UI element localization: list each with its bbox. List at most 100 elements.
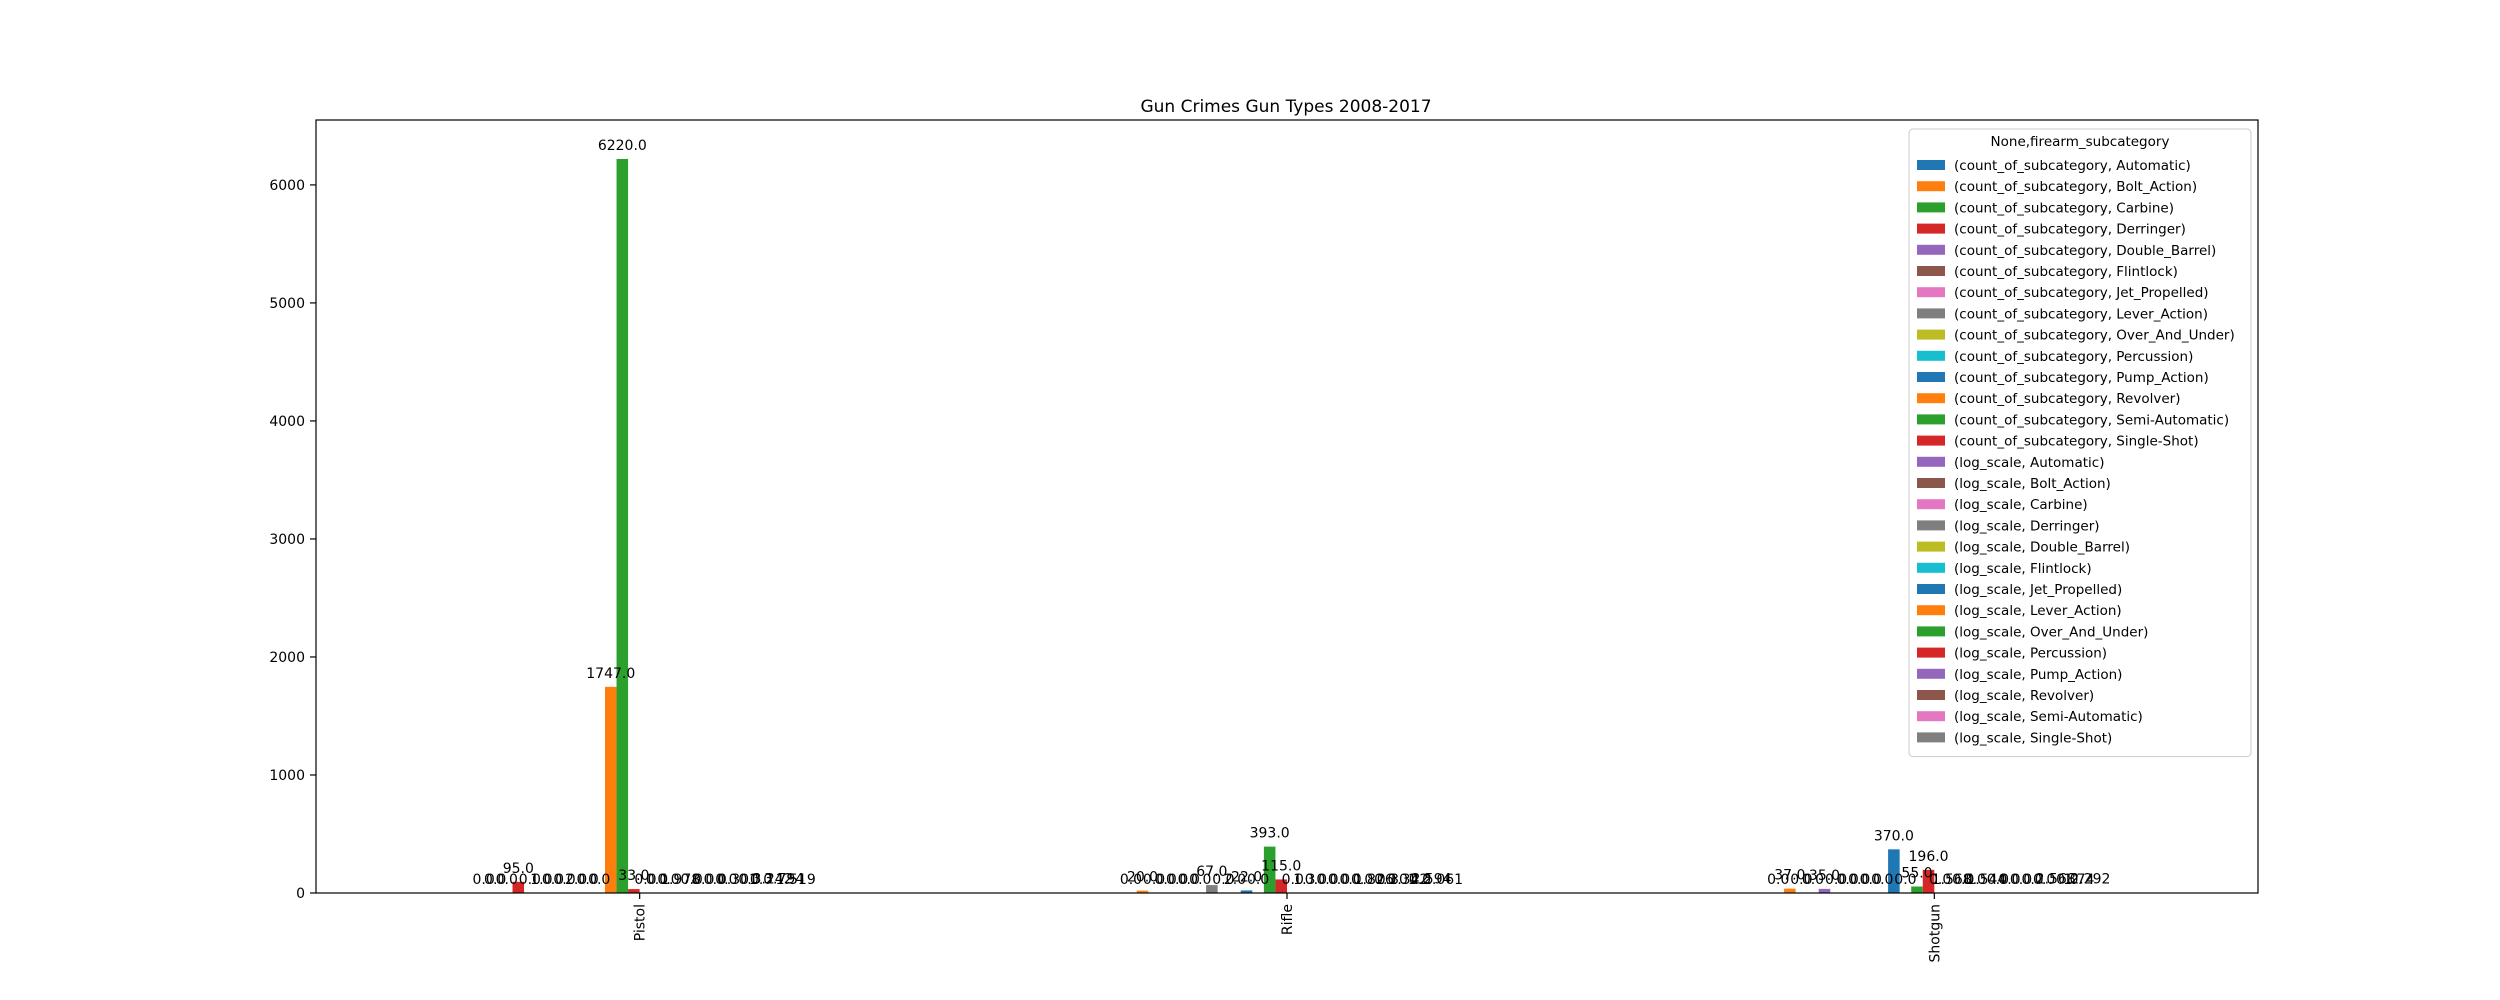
bar-value-label: 0.0 [2033, 872, 2055, 888]
bar-value-label: 0.0 [1894, 872, 1916, 888]
bar-value-label: 0.0 [484, 872, 506, 888]
bar-rifle-series-10 [1240, 890, 1253, 893]
bar-value-label: 0.301 [718, 872, 758, 888]
bars-layer [512, 158, 2097, 893]
bar-value-label: 0.0 [1316, 872, 1338, 888]
bar-value-label: 0.0 [750, 872, 772, 888]
bar-shotgun-series-12 [1911, 886, 1923, 893]
bar-value-label: 1.826 [1354, 872, 1394, 888]
bar-value-label: 0.0 [1247, 872, 1269, 888]
bar-value-label: 0.0 [496, 872, 518, 888]
bar-value-label: 55.0 [1901, 866, 1932, 882]
bar-value-label: 0.0 [1178, 872, 1200, 888]
bar-value-label: 393.0 [1250, 826, 1290, 842]
legend-entry-label: (count_of_subcategory, Pump_Action) [1954, 370, 2209, 386]
bar-value-label: 2.0 [565, 872, 587, 888]
y-tick-label: 4000 [269, 414, 305, 430]
bar-shotgun-series-13 [1922, 869, 1935, 893]
legend-entry-label: (count_of_subcategory, Bolt_Action) [1954, 179, 2197, 195]
bar-pistol-series-11 [604, 686, 617, 893]
legend-swatch [1917, 308, 1945, 319]
bar-value-label: 20.0 [1127, 870, 1158, 886]
legend-entry-label: (count_of_subcategory, Percussion) [1954, 349, 2193, 365]
legend-entry-label: (count_of_subcategory, Derringer) [1954, 222, 2186, 238]
bar-value-label: 0.0 [1987, 872, 2009, 888]
legend-entry-label: (log_scale, Bolt_Action) [1954, 476, 2111, 492]
legend-entry-label: (log_scale, Flintlock) [1954, 561, 2092, 577]
y-tick-label: 0 [296, 886, 305, 902]
bar-value-label: 22.0 [1231, 869, 1262, 885]
bar-value-label: 95.0 [503, 861, 534, 877]
legend-entry-label: (log_scale, Automatic) [1954, 455, 2104, 471]
bar-value-label: 0.0 [738, 872, 760, 888]
bar-value-label: 0.0 [1339, 872, 1361, 888]
bar-value-label: 1.568 [1932, 872, 1972, 888]
bar-value-label: 0.0 [715, 872, 737, 888]
legend-swatch [1917, 647, 1945, 658]
bar-value-label: 3.242 [753, 872, 793, 888]
bar-value-label: 6220.0 [598, 138, 647, 154]
bar-value-label: 0.0 [1409, 872, 1431, 888]
legend-swatch [1917, 732, 1945, 743]
bar-value-label: 0.0 [1374, 872, 1396, 888]
y-tick-label: 1000 [269, 768, 305, 784]
bar-value-label: 0.0 [1790, 872, 1812, 888]
bar-value-label: 0.0 [1837, 872, 1859, 888]
bar-value-label: 2.061 [1423, 872, 1463, 888]
bar-value-label: 0.0 [1929, 872, 1951, 888]
bar-value-label: 0.0 [1305, 872, 1327, 888]
bar-pistol-series-3 [512, 881, 525, 893]
bar-value-label: 1.978 [660, 872, 700, 888]
bar-value-label: 0.0 [1802, 872, 1824, 888]
bar-value-label: 0.0 [681, 872, 703, 888]
legend-swatch [1917, 160, 1945, 170]
bar-value-label: 0.0 [1212, 872, 1234, 888]
bar-value-label: 0.0 [1860, 872, 1882, 888]
bar-value-label: 1.342 [1388, 872, 1428, 888]
legend-swatch [1917, 626, 1945, 637]
bar-value-label: 67.0 [1196, 864, 1227, 880]
legend-entry-label: (count_of_subcategory, Carbine) [1954, 200, 2174, 216]
x-tick-label-shotgun: Shotgun [1927, 904, 1943, 962]
bar-value-label: 0.0 [1154, 872, 1176, 888]
legend-entry-label: (log_scale, Derringer) [1954, 518, 2100, 534]
legend-entry-label: (count_of_subcategory, Single-Shot) [1954, 434, 2199, 450]
legend-entry-label: (log_scale, Carbine) [1954, 497, 2088, 513]
legend: None,firearm_subcategory (count_of_subcat… [1908, 128, 2252, 758]
bar-value-label: 0.0 [1189, 872, 1211, 888]
legend-entry-label: (log_scale, Single-Shot) [1954, 730, 2112, 746]
bar-value-label: 0.0 [1998, 872, 2020, 888]
bar-value-label: 0.0 [704, 872, 726, 888]
bar-value-label: 0.0 [588, 872, 610, 888]
legend-title: None,firearm_subcategory [1991, 134, 2170, 150]
bar-value-label: 1747.0 [586, 666, 635, 682]
legend-swatch [1917, 202, 1945, 213]
bar-value-label: 35.0 [1809, 868, 1840, 884]
bar-pistol-series-12 [616, 158, 629, 893]
y-tick-label: 2000 [269, 650, 305, 666]
bar-value-label: 2.292 [2070, 872, 2110, 888]
bar-rifle-series-1 [1136, 890, 1149, 893]
bar-value-label: 115.0 [1261, 858, 1301, 874]
legend-entry-label: (log_scale, Jet_Propelled) [1954, 582, 2122, 598]
legend-swatch [1917, 584, 1945, 594]
legend-entry-label: (log_scale, Percussion) [1954, 646, 2107, 662]
bar-value-label: 1.74 [2063, 872, 2094, 888]
bar-value-label: 0.0 [2010, 872, 2032, 888]
bar-pistol-series-13 [628, 889, 640, 893]
bar-value-label: 0.0 [1143, 872, 1165, 888]
legend-swatch [1917, 414, 1945, 425]
bar-value-label: 2.0 [1224, 872, 1246, 888]
bar-value-label: 1.3 [1293, 872, 1315, 888]
bar-shotgun-series-10 [1888, 849, 1900, 893]
legend-swatch [1917, 499, 1945, 510]
legend-swatch [1917, 266, 1945, 276]
bar-value-label: 0.0 [1120, 872, 1142, 888]
legend-entry-label: (count_of_subcategory, Double_Barrel) [1954, 243, 2216, 259]
bar-value-label: 0.0 [657, 872, 679, 888]
bar-value-label: 1.0 [530, 872, 552, 888]
legend-swatch [1917, 435, 1945, 446]
bar-value-label: 0.0 [646, 872, 668, 888]
legend-swatch [1917, 690, 1945, 700]
